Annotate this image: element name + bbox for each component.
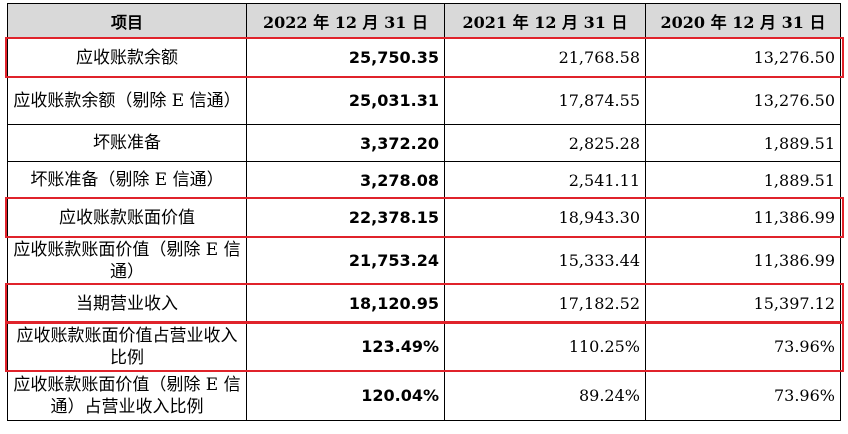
cell-2022: 120.04% [246, 370, 445, 421]
table-row: 应收账款账面价值占营业收入比例 123.49% 110.25% 73.96% [7, 322, 841, 371]
cell-2020: 11,386.99 [645, 236, 841, 285]
cell-2021: 18,943.30 [444, 198, 646, 237]
header-item: 项目 [7, 3, 247, 39]
table-row: 应收账款余额 25,750.35 21,768.58 13,276.50 [7, 38, 841, 77]
row-label: 当期营业收入 [7, 284, 247, 323]
row-label: 应收账款账面价值占营业收入比例 [7, 322, 247, 371]
header-2022: 2022 年 12 月 31 日 [246, 3, 445, 39]
header-2020: 2020 年 12 月 31 日 [645, 3, 841, 39]
table-row: 坏账准备（剔除 E 信通） 3,278.08 2,541.11 1,889.51 [7, 161, 841, 199]
cell-2022: 3,372.20 [246, 124, 445, 162]
cell-2021: 2,825.28 [444, 124, 646, 162]
cell-2022: 25,750.35 [246, 38, 445, 77]
table-row: 应收账款账面价值 22,378.15 18,943.30 11,386.99 [7, 198, 841, 237]
row-label: 应收账款账面价值 [7, 198, 247, 237]
row-label: 坏账准备 [7, 124, 247, 162]
cell-2020: 73.96% [645, 370, 841, 421]
cell-2021: 17,874.55 [444, 76, 646, 125]
header-2021: 2021 年 12 月 31 日 [444, 3, 646, 39]
table-row: 坏账准备 3,372.20 2,825.28 1,889.51 [7, 124, 841, 162]
cell-2022: 123.49% [246, 322, 445, 371]
row-label: 应收账款余额 [7, 38, 247, 77]
cell-2022: 21,753.24 [246, 236, 445, 285]
cell-2021: 21,768.58 [444, 38, 646, 77]
cell-2021: 17,182.52 [444, 284, 646, 323]
cell-2022: 22,378.15 [246, 198, 445, 237]
cell-2020: 13,276.50 [645, 38, 841, 77]
cell-2020: 15,397.12 [645, 284, 841, 323]
row-label: 应收账款账面价值（剔除 E 信通）占营业收入比例 [7, 370, 247, 421]
cell-2022: 18,120.95 [246, 284, 445, 323]
table-row: 应收账款账面价值（剔除 E 信通） 21,753.24 15,333.44 11… [7, 236, 841, 285]
cell-2021: 89.24% [444, 370, 646, 421]
table-row: 应收账款账面价值（剔除 E 信通）占营业收入比例 120.04% 89.24% … [7, 370, 841, 421]
cell-2020: 1,889.51 [645, 124, 841, 162]
cell-2021: 110.25% [444, 322, 646, 371]
table-row: 当期营业收入 18,120.95 17,182.52 15,397.12 [7, 284, 841, 323]
row-label: 坏账准备（剔除 E 信通） [7, 161, 247, 199]
cell-2020: 73.96% [645, 322, 841, 371]
row-label: 应收账款余额（剔除 E 信通） [7, 76, 247, 125]
receivables-table: 项目 2022 年 12 月 31 日 2021 年 12 月 31 日 202… [7, 3, 841, 421]
cell-2020: 1,889.51 [645, 161, 841, 199]
table-header-row: 项目 2022 年 12 月 31 日 2021 年 12 月 31 日 202… [7, 3, 841, 39]
cell-2020: 11,386.99 [645, 198, 841, 237]
cell-2021: 15,333.44 [444, 236, 646, 285]
cell-2022: 3,278.08 [246, 161, 445, 199]
cell-2022: 25,031.31 [246, 76, 445, 125]
table-row: 应收账款余额（剔除 E 信通） 25,031.31 17,874.55 13,2… [7, 76, 841, 125]
cell-2021: 2,541.11 [444, 161, 646, 199]
cell-2020: 13,276.50 [645, 76, 841, 125]
row-label: 应收账款账面价值（剔除 E 信通） [7, 236, 247, 285]
